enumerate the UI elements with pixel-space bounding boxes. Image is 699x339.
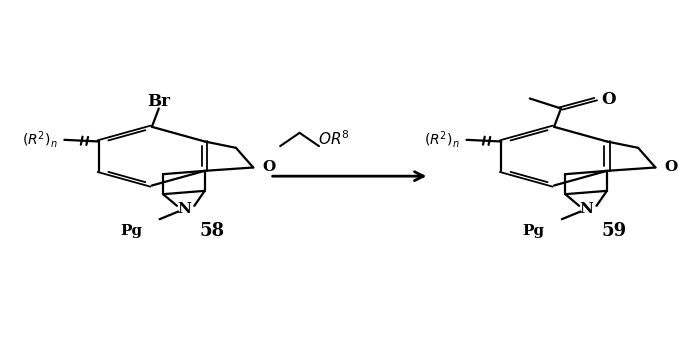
Text: N: N bbox=[177, 202, 191, 216]
Text: O: O bbox=[664, 160, 677, 175]
Text: Pg: Pg bbox=[522, 224, 545, 238]
Text: N: N bbox=[579, 202, 593, 216]
Text: O: O bbox=[262, 160, 275, 175]
Text: $(R^2)_n$: $(R^2)_n$ bbox=[424, 129, 460, 150]
Text: $(R^2)_n$: $(R^2)_n$ bbox=[22, 129, 57, 150]
Text: 59: 59 bbox=[601, 222, 626, 240]
Text: Br: Br bbox=[147, 93, 171, 110]
Text: Pg: Pg bbox=[120, 224, 143, 238]
Text: 58: 58 bbox=[199, 222, 224, 240]
Text: $OR^8$: $OR^8$ bbox=[317, 129, 350, 148]
Text: O: O bbox=[601, 91, 615, 108]
